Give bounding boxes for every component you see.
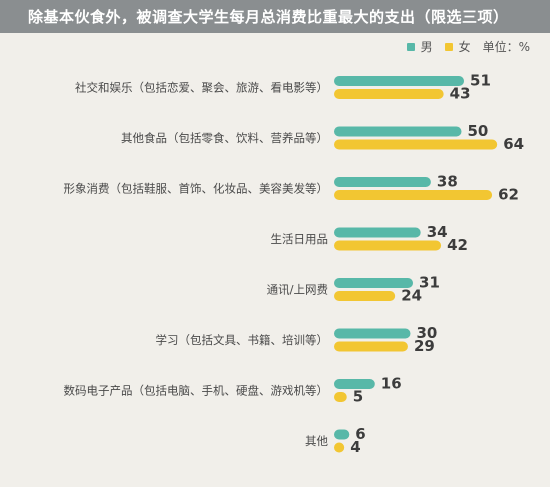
bar-male	[334, 126, 462, 137]
value-label-male: 16	[381, 375, 402, 393]
category-label: 数码电子产品（包括电脑、手机、硬盘、游戏机等）	[64, 384, 329, 398]
value-label-male: 50	[468, 122, 489, 140]
value-label-male: 34	[427, 223, 448, 241]
value-label-male: 51	[470, 72, 491, 90]
value-label-male: 30	[417, 324, 438, 342]
value-label-female: 24	[401, 287, 422, 305]
legend-female-label: 女	[458, 40, 471, 54]
value-label-female: 64	[503, 135, 524, 153]
bar-male	[334, 379, 375, 389]
bar-female	[334, 392, 347, 402]
category-label: 通讯/上网费	[267, 283, 328, 297]
bar-male	[334, 227, 421, 238]
bar-male	[334, 278, 414, 288]
bar-female	[334, 89, 444, 99]
bar-male	[334, 429, 350, 440]
bar-female	[334, 341, 408, 352]
category-label: 社交和娱乐（包括恋爱、聚会、旅游、看电影等）	[75, 81, 328, 95]
bar-male	[334, 177, 431, 187]
value-label-female: 4	[350, 438, 360, 456]
legend-female-swatch	[444, 42, 453, 51]
value-label-female: 5	[353, 388, 363, 406]
category-label: 其他	[305, 434, 328, 448]
category-label: 形象消费（包括鞋服、首饰、化妆品、美容美发等）	[64, 182, 329, 196]
value-label-female: 62	[498, 186, 519, 204]
bar-female	[334, 442, 345, 453]
category-label: 其他食品（包括零食、饮料、营养品等）	[121, 131, 328, 145]
bar-male	[334, 328, 411, 339]
legend-male-swatch	[406, 42, 415, 51]
value-label-female: 29	[414, 337, 435, 355]
legend: 男 女 单位：%	[406, 38, 530, 55]
category-label: 学习（包括文具、书籍、培训等）	[156, 333, 329, 347]
chart-title: 除基本伙食外，被调查大学生每月总消费比重最大的支出（限选三项）	[28, 8, 509, 26]
value-label-male: 38	[437, 173, 458, 191]
value-label-female: 43	[450, 85, 471, 103]
bar-female	[334, 190, 493, 200]
legend-male-label: 男	[420, 40, 433, 54]
legend-unit: 单位：%	[482, 40, 530, 54]
value-label-female: 42	[447, 236, 468, 254]
title-bar: 除基本伙食外，被调查大学生每月总消费比重最大的支出（限选三项）	[0, 0, 550, 33]
value-label-male: 6	[355, 425, 365, 443]
bar-female	[334, 240, 442, 251]
bar-male	[334, 76, 465, 86]
category-label: 生活日用品	[271, 232, 329, 246]
bar-female	[334, 139, 498, 150]
bar-female	[334, 291, 396, 301]
value-label-male: 31	[419, 274, 440, 292]
